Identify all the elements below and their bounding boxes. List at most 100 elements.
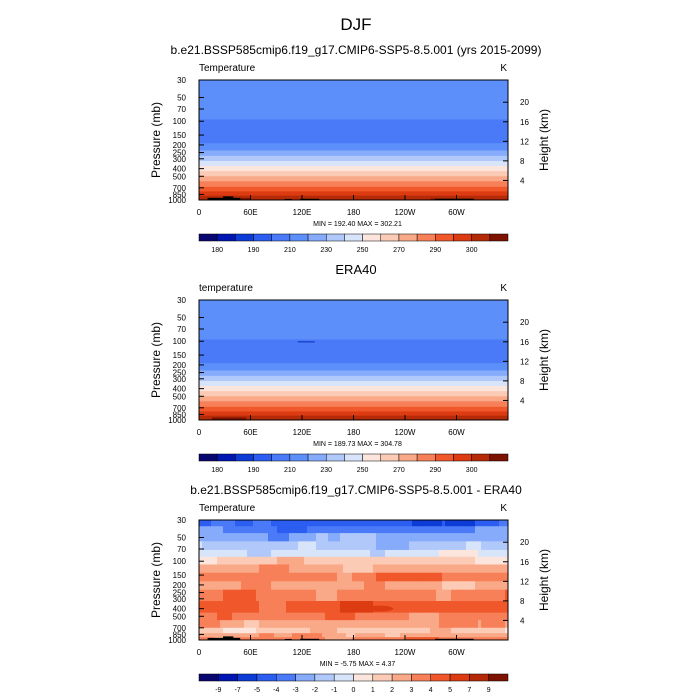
contour-band — [373, 637, 377, 640]
contour-band — [499, 601, 503, 614]
contour-band — [406, 620, 410, 629]
contour-band — [367, 526, 371, 534]
contour-band — [346, 601, 350, 614]
contour-band — [319, 564, 323, 574]
contour-band — [376, 627, 380, 634]
contour-band — [208, 533, 212, 542]
contour-band — [391, 564, 395, 574]
contour-band — [241, 556, 245, 566]
contour-band — [466, 549, 470, 558]
contour-band — [337, 572, 341, 582]
contour-band — [295, 620, 299, 629]
contour-band — [214, 556, 218, 566]
contour-band — [352, 564, 356, 574]
contour-band — [319, 620, 323, 629]
contour-band — [247, 533, 251, 542]
contour-band — [346, 627, 350, 634]
contour-band — [310, 520, 314, 527]
contour-band — [430, 589, 434, 602]
contour-band — [502, 556, 506, 566]
contour-band — [388, 589, 392, 602]
contour-band — [220, 526, 224, 534]
colorbar-swatch — [333, 673, 354, 682]
colorbar-swatch — [253, 453, 272, 462]
contour-band — [253, 556, 257, 566]
contour-band — [262, 572, 266, 582]
contour-band — [274, 601, 278, 614]
contour-band — [493, 589, 497, 602]
contour-band — [499, 620, 503, 629]
y-tick-label: 500 — [173, 612, 187, 621]
contour-band — [259, 627, 263, 634]
contour-band — [304, 612, 308, 621]
y-axis-title: Pressure (mb) — [149, 322, 163, 398]
contour-band — [352, 541, 356, 551]
contour-band — [271, 589, 275, 602]
contour-band — [352, 627, 356, 634]
contour-band — [442, 533, 446, 542]
contour-band — [298, 601, 302, 614]
contour-band — [385, 633, 389, 638]
contour-band — [235, 533, 239, 542]
contour-band — [349, 589, 353, 602]
contour-band — [202, 620, 206, 629]
contour-band — [208, 620, 212, 629]
contour-band — [469, 589, 473, 602]
contour-band — [361, 572, 365, 582]
contour-band — [391, 589, 395, 602]
contour-band — [421, 601, 425, 614]
contour-band — [466, 589, 470, 602]
contour-band — [469, 526, 473, 534]
contour-band — [451, 556, 455, 566]
contour-band — [421, 589, 425, 602]
contour-band — [205, 541, 209, 551]
contour-band — [379, 637, 383, 640]
contour-band — [331, 627, 335, 634]
contour-band — [316, 627, 320, 634]
contour-band — [334, 633, 338, 638]
contour-band — [391, 601, 395, 614]
contour-band — [484, 620, 488, 629]
colorbar-swatch — [314, 673, 335, 682]
contour-band — [262, 581, 266, 591]
contour-band — [340, 612, 344, 621]
contour-band — [439, 556, 443, 566]
contour-band — [232, 520, 236, 527]
contour-band — [493, 620, 497, 629]
contour-band — [448, 601, 452, 614]
y-tick-label: 500 — [173, 172, 187, 181]
contour-band — [439, 533, 443, 542]
contour-band — [265, 549, 269, 558]
contour-band — [253, 627, 257, 634]
contour-band — [367, 637, 371, 640]
contour-band — [334, 541, 338, 551]
contour-band — [271, 541, 275, 551]
contour-band — [373, 556, 377, 566]
contour-band — [502, 601, 506, 614]
contour-band — [499, 556, 503, 566]
contour-band — [292, 637, 296, 640]
colorbar-label: -3 — [292, 687, 298, 694]
contour-band — [475, 526, 479, 534]
contour-band — [205, 601, 209, 614]
contour-band — [346, 526, 350, 534]
colorbar-label: 2 — [390, 687, 394, 694]
contour-band — [241, 620, 245, 629]
colorbar-label: -2 — [312, 687, 318, 694]
contour-band — [232, 564, 236, 574]
contour-band — [268, 572, 272, 582]
y-axis-title: Pressure (mb) — [149, 102, 163, 178]
contour-band — [403, 556, 407, 566]
contour-band — [427, 601, 431, 614]
contour-band — [430, 633, 434, 638]
contour-band — [238, 620, 242, 629]
contour-band — [358, 556, 362, 566]
contour-band — [289, 520, 293, 527]
contour-band — [250, 556, 254, 566]
contour-band — [259, 612, 263, 621]
contour-band — [385, 533, 389, 542]
colorbar-label: 290 — [429, 247, 441, 254]
contour-band — [214, 572, 218, 582]
contour-band — [358, 549, 362, 558]
contour-band — [277, 564, 281, 574]
